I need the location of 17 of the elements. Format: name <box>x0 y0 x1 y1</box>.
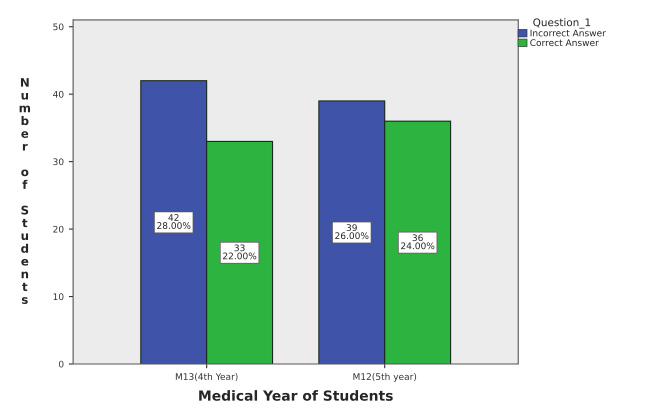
x-tick-label: M12(5th year) <box>353 373 416 382</box>
x-axis-title: Medical Year of Students <box>199 390 393 401</box>
data-label: 42 28.00% <box>157 214 190 229</box>
data-label: 36 24.00% <box>401 234 434 250</box>
y-tick-label: 10 <box>54 293 64 300</box>
y-tick-label: 50 <box>53 23 64 30</box>
x-tick-label: M13(4th Year) <box>176 373 238 382</box>
y-tick-label: 0 <box>58 360 64 368</box>
legend-title: Question_1 <box>533 18 590 29</box>
data-label: 33 22.00% <box>223 244 256 260</box>
legend-label: Incorrect Answer <box>530 30 606 36</box>
y-tick-label: 30 <box>53 158 64 166</box>
data-label: 39 26.00% <box>335 224 368 240</box>
y-tick-label: 20 <box>53 226 64 233</box>
text: Number of Students <box>20 78 30 304</box>
legend-label: Correct Answer <box>530 39 599 46</box>
y-tick-label: 40 <box>53 90 64 98</box>
